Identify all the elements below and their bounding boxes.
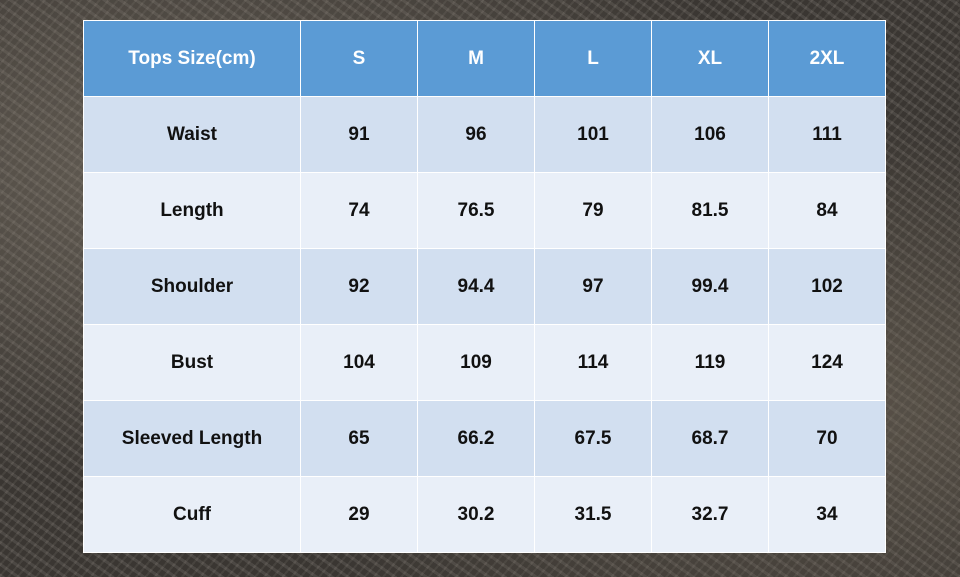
size-cell: 30.2 — [417, 476, 535, 553]
size-cell: 67.5 — [534, 400, 652, 477]
size-cell: 97 — [534, 248, 652, 325]
size-cell: 79 — [534, 172, 652, 249]
row-label: Sleeved Length — [83, 400, 301, 477]
size-cell: 111 — [768, 96, 886, 173]
header-cell: L — [534, 20, 652, 97]
table-row: Waist 91 96 101 106 111 — [83, 96, 886, 173]
size-cell: 106 — [651, 96, 769, 173]
size-cell: 94.4 — [417, 248, 535, 325]
size-cell: 34 — [768, 476, 886, 553]
size-cell: 114 — [534, 324, 652, 401]
size-cell: 76.5 — [417, 172, 535, 249]
size-cell: 96 — [417, 96, 535, 173]
size-cell: 84 — [768, 172, 886, 249]
size-cell: 70 — [768, 400, 886, 477]
size-cell: 91 — [300, 96, 418, 173]
header-cell: 2XL — [768, 20, 886, 97]
size-table: Tops Size(cm) S M L XL 2XL Waist 91 96 101 106 111… — [83, 20, 886, 553]
table-row: Sleeved Length 65 66.2 67.5 68.7 70 — [83, 400, 886, 477]
size-cell: 81.5 — [651, 172, 769, 249]
size-cell: 65 — [300, 400, 418, 477]
size-cell: 29 — [300, 476, 418, 553]
size-cell: 119 — [651, 324, 769, 401]
size-cell: 102 — [768, 248, 886, 325]
size-cell: 74 — [300, 172, 418, 249]
size-cell: 92 — [300, 248, 418, 325]
header-cell: M — [417, 20, 535, 97]
size-cell: 99.4 — [651, 248, 769, 325]
table-row: Bust 104 109 114 119 124 — [83, 324, 886, 401]
size-cell: 66.2 — [417, 400, 535, 477]
row-label: Shoulder — [83, 248, 301, 325]
header-cell: S — [300, 20, 418, 97]
size-cell: 68.7 — [651, 400, 769, 477]
size-cell: 31.5 — [534, 476, 652, 553]
row-label: Length — [83, 172, 301, 249]
row-label: Waist — [83, 96, 301, 173]
header-cell: XL — [651, 20, 769, 97]
header-row: Tops Size(cm) S M L XL 2XL — [83, 20, 886, 97]
row-label: Cuff — [83, 476, 301, 553]
size-cell: 32.7 — [651, 476, 769, 553]
header-cell: Tops Size(cm) — [83, 20, 301, 97]
table-row: Shoulder 92 94.4 97 99.4 102 — [83, 248, 886, 325]
table-row: Length 74 76.5 79 81.5 84 — [83, 172, 886, 249]
size-cell: 104 — [300, 324, 418, 401]
size-cell: 109 — [417, 324, 535, 401]
size-cell: 101 — [534, 96, 652, 173]
table-row: Cuff 29 30.2 31.5 32.7 34 — [83, 476, 886, 553]
row-label: Bust — [83, 324, 301, 401]
size-cell: 124 — [768, 324, 886, 401]
